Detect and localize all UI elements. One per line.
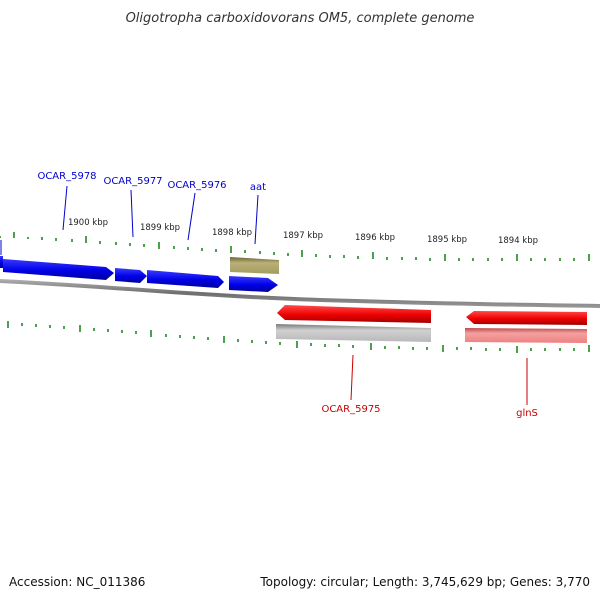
pseudo-feature[interactable] — [276, 324, 431, 342]
gene-arrow-ocar-5975[interactable] — [277, 305, 431, 323]
scale-label: 1895 kbp — [427, 235, 467, 245]
reverse-strand-genes — [276, 305, 587, 343]
scale-label: 1894 kbp — [498, 236, 538, 246]
leader-line — [130, 189, 134, 238]
scale-label: 1898 kbp — [212, 228, 252, 238]
gene-label-ocar-5976[interactable]: OCAR_5976 — [167, 180, 226, 191]
gene-label-glns[interactable]: glnS — [516, 408, 538, 419]
rna-feature[interactable] — [230, 257, 279, 274]
forward-strand-genes — [0, 256, 279, 292]
gene-label-ocar-5975[interactable]: OCAR_5975 — [321, 404, 380, 415]
gene-label-aat[interactable]: aat — [250, 182, 266, 193]
scale-label: 1900 kbp — [68, 218, 108, 228]
gene-arrow-aat[interactable] — [229, 276, 278, 292]
gene-arrow-ocar-5977[interactable] — [115, 268, 147, 283]
gene-arrow-left-edge[interactable] — [0, 256, 3, 268]
leader-line — [187, 192, 196, 241]
scale-label: 1896 kbp — [355, 233, 395, 243]
leader-line — [254, 194, 259, 245]
gene-arrow-ocar-5976[interactable] — [147, 270, 224, 288]
gene-label-ocar-5978[interactable]: OCAR_5978 — [37, 171, 96, 182]
scale-label: 1897 kbp — [283, 231, 323, 241]
genome-title: Oligotropha carboxidovorans OM5, complet… — [126, 11, 475, 26]
scale-label: 1899 kbp — [140, 223, 180, 233]
lower-scale-ticks — [7, 321, 590, 353]
forward-gene-labels: OCAR_5978 OCAR_5977 OCAR_5976 aat — [0, 171, 266, 255]
genome-summary-text: Topology: circular; Length: 3,745,629 bp… — [259, 575, 590, 589]
leader-line — [62, 185, 68, 231]
upper-scale-ticks — [0, 232, 590, 261]
scale-labels: 1900 kbp 1899 kbp 1898 kbp 1897 kbp 1896… — [68, 218, 538, 246]
gene-arrow-glns[interactable] — [466, 311, 587, 325]
accession-text: Accession: NC_011386 — [9, 575, 145, 589]
leader-line — [350, 354, 354, 401]
gene-arrow-ocar-5978[interactable] — [3, 259, 114, 280]
reverse-gene-labels: OCAR_5975 glnS — [321, 354, 538, 419]
pink-feature[interactable] — [465, 328, 587, 343]
genome-backbone — [0, 279, 600, 308]
gene-label-ocar-5977[interactable]: OCAR_5977 — [103, 176, 162, 187]
